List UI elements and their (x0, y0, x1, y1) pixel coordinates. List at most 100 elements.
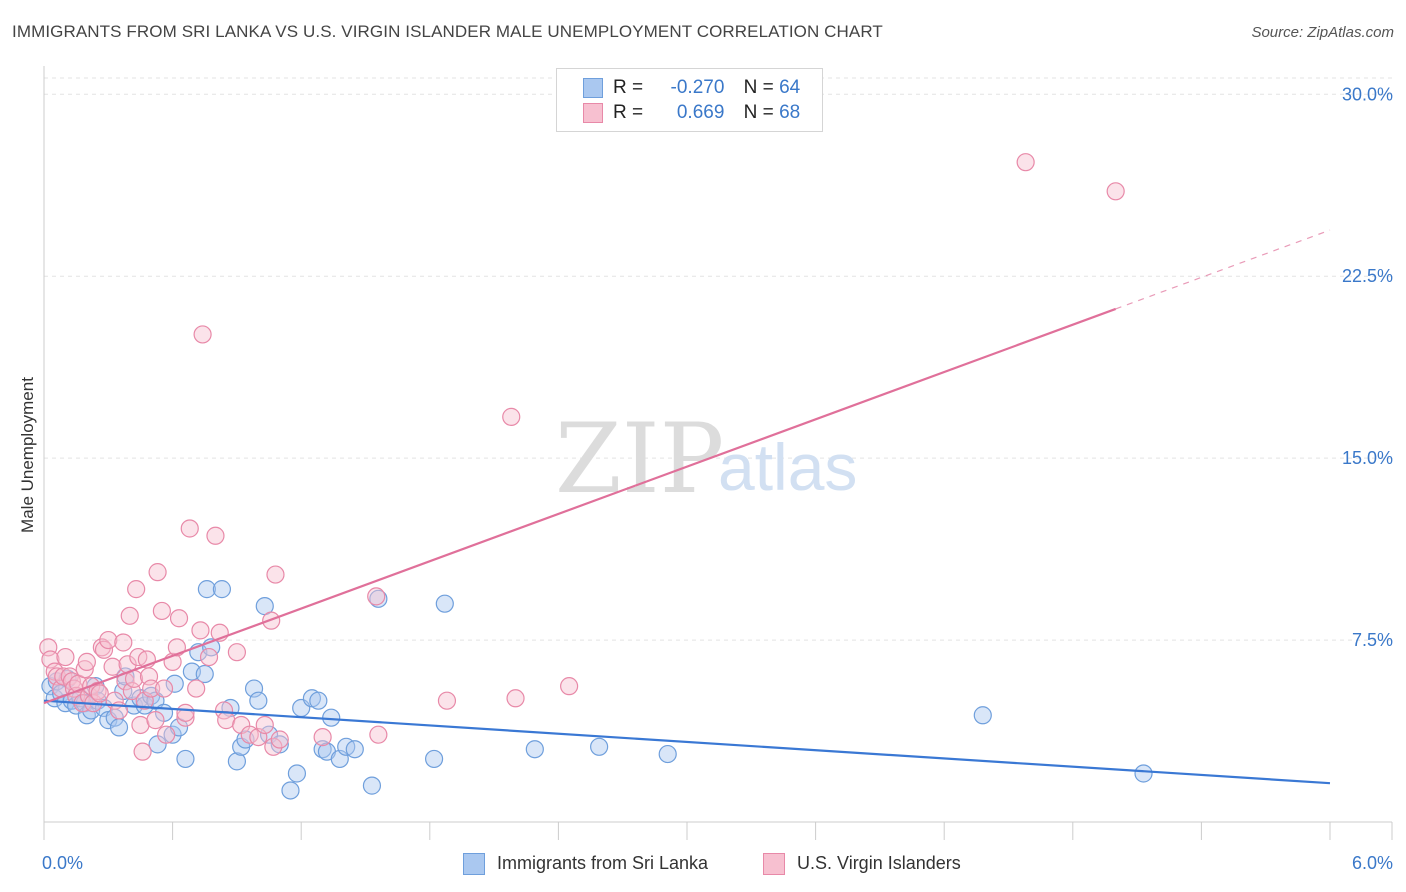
data-point-sri-lanka (435, 594, 454, 613)
data-point-virgin-islanders (94, 640, 114, 659)
data-point-virgin-islanders (154, 679, 174, 698)
data-point-virgin-islanders (54, 667, 73, 686)
legend-text-blue: R = -0.270 N = 64 (613, 77, 800, 99)
y-axis-label: Male Unemployment (18, 377, 37, 533)
data-point-sri-lanka (287, 764, 307, 783)
legend-swatch-pink (583, 103, 603, 123)
bottom-legend-swatch-blue (463, 853, 485, 875)
data-point-virgin-islanders (103, 657, 122, 676)
series-sri-lanka-points (41, 580, 1153, 800)
data-point-sri-lanka (109, 718, 129, 737)
trend-line-virgin-islanders-extension (1115, 229, 1331, 310)
data-point-sri-lanka (244, 679, 264, 698)
series-virgin-islanders-points (39, 153, 1125, 761)
y-tick-label: 22.5% (1342, 266, 1393, 286)
data-point-virgin-islanders (127, 580, 146, 599)
x-tick-label: 6.0% (1352, 853, 1393, 873)
data-point-virgin-islanders (142, 679, 161, 698)
data-point-virgin-islanders (114, 633, 133, 652)
data-point-sri-lanka (195, 664, 214, 684)
data-point-virgin-islanders (90, 684, 109, 703)
data-point-sri-lanka (176, 749, 195, 769)
data-point-virgin-islanders (367, 587, 386, 606)
data-point-virgin-islanders (131, 715, 150, 735)
legend-swatch-blue (583, 78, 603, 98)
data-point-virgin-islanders (369, 725, 388, 744)
y-tick-label: 30.0% (1342, 84, 1393, 104)
source-label: Source: ZipAtlas.com (1251, 24, 1394, 41)
data-point-virgin-islanders (133, 742, 152, 761)
data-point-virgin-islanders (75, 660, 94, 679)
data-point-sri-lanka (362, 776, 382, 795)
data-point-virgin-islanders (255, 715, 274, 735)
data-point-sri-lanka (1134, 764, 1153, 783)
legend-r-label: R = (613, 102, 644, 123)
data-point-virgin-islanders (1016, 153, 1035, 172)
data-point-virgin-islanders (77, 652, 96, 671)
data-point-virgin-islanders (206, 526, 225, 545)
data-point-virgin-islanders (148, 563, 167, 582)
legend-r-label: R = (613, 77, 644, 98)
data-point-virgin-islanders (227, 643, 246, 662)
correlation-legend: R = -0.270 N = 64 R = 0.669 N = 68 (556, 68, 823, 132)
axes (43, 66, 1393, 840)
legend-n-value-blue: 64 (779, 77, 801, 98)
data-point-virgin-islanders (313, 727, 332, 747)
legend-n-label: N = (743, 77, 774, 98)
data-point-sri-lanka (525, 740, 544, 759)
data-point-sri-lanka (345, 740, 364, 759)
data-point-virgin-islanders (157, 725, 176, 744)
data-point-virgin-islanders (176, 703, 195, 722)
legend-n-value-pink: 68 (779, 102, 801, 123)
data-point-virgin-islanders (191, 621, 210, 640)
data-point-virgin-islanders (92, 638, 111, 657)
data-point-virgin-islanders (120, 606, 139, 625)
chart-title: IMMIGRANTS FROM SRI LANKA VS U.S. VIRGIN… (12, 22, 883, 41)
legend-r-value-pink: 0.669 (676, 102, 725, 123)
data-point-sri-lanka (249, 691, 268, 710)
data-point-virgin-islanders (187, 679, 206, 698)
data-point-sri-lanka (165, 674, 184, 693)
watermark-atlas: atlas (718, 430, 857, 504)
data-point-virgin-islanders (266, 565, 285, 584)
data-point-sri-lanka (281, 781, 300, 800)
watermark: ZIP atlas (555, 403, 857, 515)
bottom-legend-swatch-pink (763, 853, 785, 875)
data-point-sri-lanka (163, 725, 182, 744)
y-tick-label: 15.0% (1342, 448, 1393, 468)
trend-line-sri-lanka (43, 699, 1331, 785)
y-tick-label: 7.5% (1352, 630, 1393, 650)
data-point-sri-lanka (212, 580, 231, 599)
data-point-virgin-islanders (146, 711, 165, 730)
bottom-legend-label-blue: Immigrants from Sri Lanka (497, 853, 709, 873)
bottom-legend-label-pink: U.S. Virgin Islanders (797, 853, 961, 873)
data-point-virgin-islanders (502, 407, 521, 426)
data-point-sri-lanka (424, 749, 444, 769)
data-point-virgin-islanders (41, 650, 60, 669)
data-point-virgin-islanders (180, 519, 199, 538)
data-point-sri-lanka (369, 589, 388, 608)
data-point-virgin-islanders (193, 325, 212, 344)
data-point-virgin-islanders (56, 647, 75, 667)
data-point-sri-lanka (590, 737, 609, 756)
data-point-virgin-islanders (199, 647, 219, 667)
x-tick-label: 0.0% (42, 853, 83, 873)
data-point-virgin-islanders (217, 711, 236, 730)
data-point-virgin-islanders (99, 630, 118, 650)
legend-n-label: N = (743, 102, 774, 123)
data-point-virgin-islanders (270, 730, 289, 749)
data-point-sri-lanka (658, 744, 677, 764)
legend-r-value-blue: -0.270 (670, 77, 725, 98)
data-point-virgin-islanders (437, 691, 457, 710)
data-point-virgin-islanders (264, 737, 283, 756)
trend-line-virgin-islanders (43, 307, 1117, 705)
data-point-virgin-islanders (169, 609, 189, 628)
data-point-virgin-islanders (152, 601, 171, 621)
watermark-zip: ZIP (555, 403, 724, 515)
data-point-sri-lanka (973, 706, 992, 725)
tick-labels: 7.5% 15.0% 22.5% 30.0% 0.0% 6.0% (42, 84, 1393, 873)
data-point-sri-lanka (227, 752, 246, 771)
gridlines (44, 77, 1392, 641)
data-point-virgin-islanders (1106, 182, 1125, 201)
